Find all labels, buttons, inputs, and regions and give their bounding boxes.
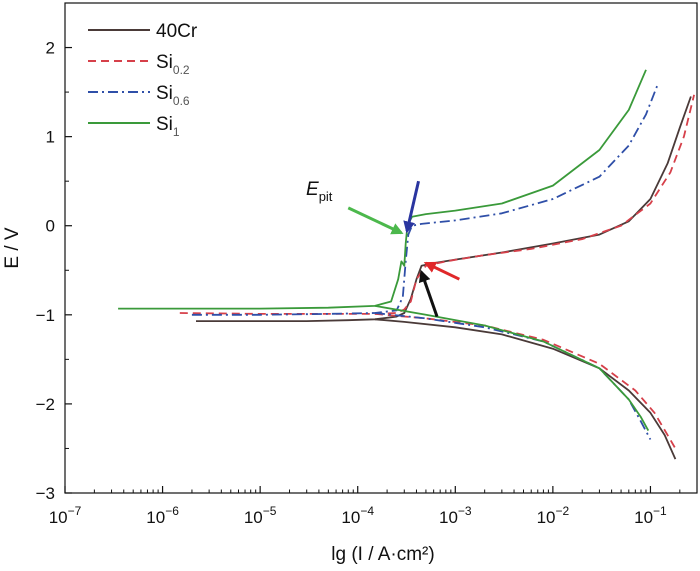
y-axis-label: E / V [2,227,23,269]
series-line-6 [118,69,647,310]
y-tick-label: 1 [46,128,55,147]
legend-entry-label: Si0.2 [156,52,190,77]
annotation-arrow [423,261,460,281]
legend-entry-label: 40Cr [156,21,198,42]
legend-entry-label: Si0.6 [156,83,190,108]
series-line-1 [374,318,677,460]
x-axis-label: lg (I / A·cm²) [331,544,434,565]
y-tick-label: −3 [36,484,55,503]
x-tick-label: 10−6 [146,504,179,527]
x-tick-label: 10−1 [634,504,667,527]
series-line-0 [196,96,692,322]
legend-entry-label: Si1 [156,114,180,139]
plot-frame [64,2,698,494]
y-tick-label: −2 [36,395,55,414]
series-line-7 [374,305,650,432]
y-tick-label: 2 [46,39,55,58]
series-line-3 [374,313,677,449]
annotation-arrow [347,206,404,235]
x-tick-label: 10−5 [244,504,277,527]
series-line-4 [191,82,660,316]
x-tick-label: 10−3 [439,504,472,527]
legend: 40Cr Si0.2 Si0.6 Si1 [88,21,198,139]
annotation-arrow [418,269,439,318]
series-layer [118,69,695,460]
y-tick-label: 0 [46,217,55,236]
annotation-layer: Epit [306,179,460,318]
x-tick-label: 10−2 [537,504,570,527]
annotation-arrow [403,180,420,234]
x-tick-label: 10−4 [341,504,374,527]
x-tick-label: 10−7 [49,504,82,527]
epit-label: Epit [306,179,333,204]
series-line-2 [179,94,695,315]
y-tick-label: −1 [36,306,55,325]
